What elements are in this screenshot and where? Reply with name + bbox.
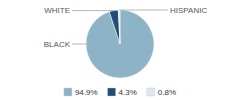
leader-line	[72, 44, 86, 45]
pie-slice	[86, 10, 154, 78]
pie-slice	[109, 10, 120, 44]
annotation: BLACK	[44, 40, 71, 49]
legend-swatch	[64, 88, 72, 96]
legend: 94.9% 4.3% 0.8%	[64, 88, 176, 97]
chart: BLACK WHITE HISPANIC 94.9% 4.3% 0.8%	[0, 0, 240, 100]
annotations: BLACK WHITE HISPANIC	[44, 6, 208, 49]
pie	[86, 10, 154, 78]
legend-label: 0.8%	[158, 88, 176, 97]
pie-slice	[118, 10, 120, 44]
leader-line	[72, 10, 114, 11]
legend-item: 4.3%	[108, 88, 137, 97]
legend-swatch	[108, 88, 116, 96]
leader-line	[119, 10, 168, 11]
legend-label: 94.9%	[75, 88, 98, 97]
legend-swatch	[147, 88, 155, 96]
legend-label: 4.3%	[119, 88, 137, 97]
annotation: HISPANIC	[170, 6, 207, 15]
plot-area	[86, 10, 154, 78]
annotation: WHITE	[44, 6, 70, 15]
legend-item: 0.8%	[147, 88, 176, 97]
legend-item: 94.9%	[64, 88, 98, 97]
